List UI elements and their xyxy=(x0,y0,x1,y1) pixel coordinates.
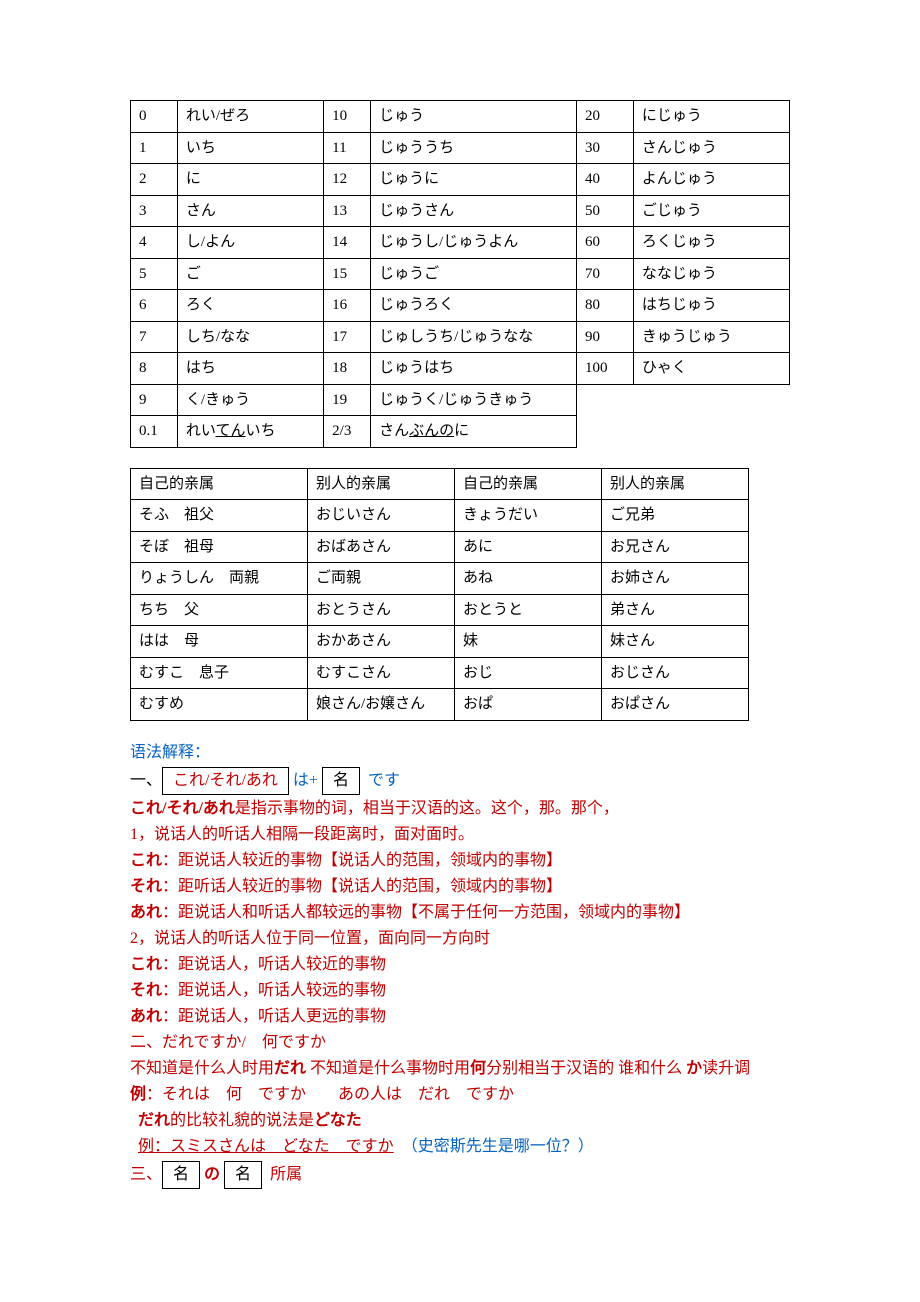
line-example1: 例：それは 何 ですか あの人は だれ ですか xyxy=(130,1083,790,1107)
line-donata: だれ的比较礼貌的说法是どなた xyxy=(130,1109,790,1133)
grammar-title: 语法解释： xyxy=(130,741,790,765)
line-kore: これ：距说话人较近的事物【说话人的范围，领域内的事物】 xyxy=(130,849,790,873)
numbers-table: 0れい/ぜろ10じゅう20にじゅう1いち11じゅううち30さんじゅう2に12じゅ… xyxy=(130,100,790,448)
line-kore2: これ：距说话人，听话人较近的事物 xyxy=(130,953,790,977)
line-are: あれ：距说话人和听话人都较远的事物【不属于任何一方范围，领域内的事物】 xyxy=(130,901,790,925)
line-example2: 例：スミスさんは どなた ですか （史密斯先生是哪一位？） xyxy=(130,1135,790,1159)
line-dare: 不知道是什么人时用だれ 不知道是什么事物时用何分别相当于汉语的 谁和什么 か读升… xyxy=(130,1057,790,1081)
line-case1: 1，说话人的听话人相隔一段距离时，面对面时。 xyxy=(130,823,790,847)
line-are2: あれ：距说话人，听话人更远的事物 xyxy=(130,1005,790,1029)
line-sore2: それ：距说话人，听话人较远的事物 xyxy=(130,979,790,1003)
line-sore: それ：距听话人较近的事物【说话人的范围，领域内的事物】 xyxy=(130,875,790,899)
line-case2: 2，说话人的听话人位于同一位置，面向同一方向时 xyxy=(130,927,790,951)
section-2: 二、だれですか/ 何ですか xyxy=(130,1031,790,1055)
family-table: 自己的亲属别人的亲属自己的亲属别人的亲属そふ 祖父おじいさんきょうだいご兄弟そぼ… xyxy=(130,468,749,721)
line-kore-intro: これ/それ/あれ是指示事物的词，相当于汉语的这。这个，那。那个， xyxy=(130,797,790,821)
section-3: 三、名 の 名 所属 xyxy=(130,1161,790,1189)
section-1: 一、これ/それ/あれ は+ 名 です xyxy=(130,767,790,795)
